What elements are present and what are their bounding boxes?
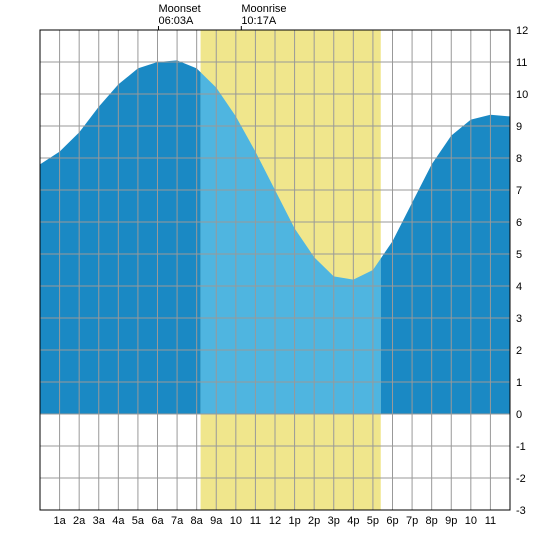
- x-tick-label: 11: [485, 515, 496, 527]
- annotation-title: Moonset: [158, 3, 200, 15]
- x-tick-label: 10: [465, 515, 477, 527]
- y-tick-label: 0: [516, 409, 522, 421]
- annotation-title: Moonrise: [241, 3, 286, 15]
- y-tick-label: -3: [516, 505, 526, 517]
- x-tick-label: 2a: [73, 515, 86, 527]
- y-tick-label: 9: [516, 121, 522, 133]
- y-tick-label: 5: [516, 249, 522, 261]
- y-tick-label: 3: [516, 313, 522, 325]
- y-tick-label: 8: [516, 153, 522, 165]
- annotation-time: 06:03A: [158, 15, 194, 27]
- y-tick-label: -2: [516, 473, 526, 485]
- annotation-time: 10:17A: [241, 15, 277, 27]
- y-tick-label: -1: [516, 441, 526, 453]
- y-tick-label: 12: [516, 25, 528, 37]
- x-tick-label: 9a: [210, 515, 223, 527]
- x-tick-label: 3p: [328, 515, 340, 527]
- x-tick-label: 12: [269, 515, 281, 527]
- x-tick-label: 9p: [445, 515, 457, 527]
- x-tick-label: 5p: [367, 515, 379, 527]
- y-tick-label: 10: [516, 89, 528, 101]
- chart-svg: -3-2-101234567891011121a2a3a4a5a6a7a8a9a…: [0, 0, 550, 550]
- x-tick-label: 6a: [151, 515, 164, 527]
- x-tick-label: 4a: [112, 515, 125, 527]
- x-tick-label: 7p: [406, 515, 418, 527]
- y-tick-label: 11: [516, 57, 527, 69]
- y-tick-label: 7: [516, 185, 522, 197]
- y-tick-label: 1: [516, 377, 522, 389]
- x-tick-label: 8a: [191, 515, 204, 527]
- x-tick-label: 10: [230, 515, 242, 527]
- x-tick-label: 11: [250, 515, 261, 527]
- x-tick-label: 7a: [171, 515, 184, 527]
- x-tick-label: 1a: [53, 515, 66, 527]
- tide-chart: -3-2-101234567891011121a2a3a4a5a6a7a8a9a…: [0, 0, 550, 550]
- x-tick-label: 3a: [93, 515, 106, 527]
- x-tick-label: 4p: [347, 515, 359, 527]
- y-tick-label: 6: [516, 217, 522, 229]
- x-tick-label: 8p: [426, 515, 438, 527]
- x-tick-label: 6p: [386, 515, 398, 527]
- x-tick-label: 1p: [288, 515, 300, 527]
- x-tick-label: 5a: [132, 515, 145, 527]
- y-tick-label: 4: [516, 281, 522, 293]
- y-tick-label: 2: [516, 345, 522, 357]
- x-tick-label: 2p: [308, 515, 320, 527]
